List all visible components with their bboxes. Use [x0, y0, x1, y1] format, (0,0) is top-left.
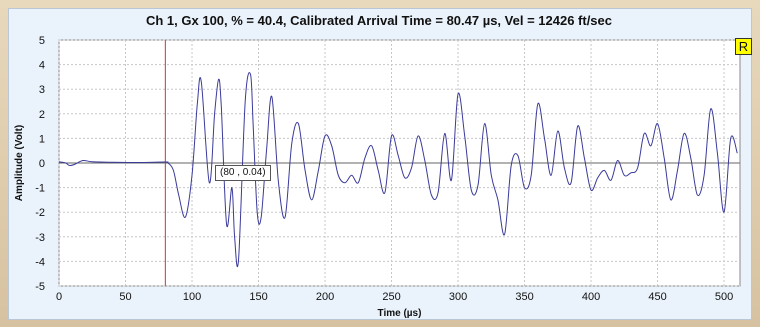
- y-tick-label: -3: [35, 232, 45, 244]
- y-axis-label: Amplitude (Volt): [14, 125, 25, 201]
- cursor-readout: (80 , 0.04): [215, 165, 271, 181]
- x-tick-label: 200: [316, 291, 334, 303]
- waveform-trace: [58, 72, 738, 268]
- x-tick-label: 0: [56, 291, 62, 303]
- x-tick-label: 400: [582, 291, 600, 303]
- x-tick-label: 300: [449, 291, 467, 303]
- x-tick-label: 500: [715, 291, 733, 303]
- y-tick-label: 0: [39, 158, 45, 170]
- y-tick-label: -5: [35, 281, 45, 293]
- r-badge[interactable]: R: [735, 38, 752, 55]
- chart-title: Ch 1, Gx 100, % = 40.4, Calibrated Arriv…: [146, 13, 612, 28]
- x-tick-label: 450: [648, 291, 666, 303]
- x-tick-label: 100: [183, 291, 201, 303]
- chart-panel: Ch 1, Gx 100, % = 40.4, Calibrated Arriv…: [8, 8, 752, 320]
- y-tick-label: 2: [39, 109, 45, 121]
- y-tick-label: 4: [39, 60, 45, 72]
- y-tick-label: 3: [39, 84, 45, 96]
- x-tick-label: 50: [119, 291, 131, 303]
- y-tick-label: -4: [35, 256, 45, 268]
- x-tick-label: 250: [382, 291, 400, 303]
- y-tick-label: -2: [35, 207, 45, 219]
- grid: [58, 39, 740, 287]
- y-tick-label: 1: [39, 133, 45, 145]
- x-axis-label: Time (µs): [378, 308, 422, 319]
- y-tick-label: 5: [39, 35, 45, 47]
- x-tick-label: 150: [249, 291, 267, 303]
- x-tick-label: 350: [515, 291, 533, 303]
- axis-ticks: 0 50 100 150 200 250 300 350 400 450 500 5 4 3 2 1 0 -1 -2…: [35, 35, 733, 303]
- waveform-chart[interactable]: Ch 1, Gx 100, % = 40.4, Calibrated Arriv…: [9, 9, 753, 321]
- y-tick-label: -1: [35, 183, 45, 195]
